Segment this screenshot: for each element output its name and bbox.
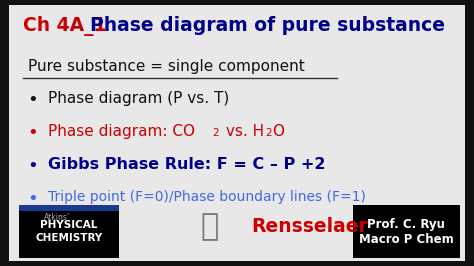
Text: Phase diagram of pure substance: Phase diagram of pure substance: [91, 15, 446, 35]
Text: Rensselaer: Rensselaer: [251, 217, 368, 236]
Text: •: •: [27, 190, 38, 209]
Text: 2: 2: [265, 128, 272, 138]
FancyBboxPatch shape: [18, 205, 118, 258]
Text: vs. H: vs. H: [221, 124, 264, 139]
Text: Phase diagram: CO: Phase diagram: CO: [48, 124, 195, 139]
Text: PHYSICAL: PHYSICAL: [40, 220, 97, 230]
Text: O: O: [273, 124, 284, 139]
FancyBboxPatch shape: [353, 205, 460, 258]
Text: Gibbs Phase Rule: F = C – P +2: Gibbs Phase Rule: F = C – P +2: [48, 157, 326, 172]
Text: •: •: [27, 157, 38, 175]
Text: Prof. C. Ryu: Prof. C. Ryu: [367, 218, 445, 231]
Text: CHEMISTRY: CHEMISTRY: [35, 233, 102, 243]
FancyBboxPatch shape: [18, 205, 118, 211]
Text: Ch 4A_1: Ch 4A_1: [23, 15, 107, 36]
Text: Pure substance = single component: Pure substance = single component: [27, 59, 304, 74]
Text: 2: 2: [212, 128, 219, 138]
Text: Macro P Chem: Macro P Chem: [359, 233, 454, 246]
Text: •: •: [27, 124, 38, 142]
Text: Atkins’: Atkins’: [44, 213, 70, 222]
Text: •: •: [27, 91, 38, 109]
Text: Phase diagram (P vs. T): Phase diagram (P vs. T): [48, 91, 229, 106]
Text: Ⓡ: Ⓡ: [201, 212, 219, 241]
Text: Triple point (F=0)/Phase boundary lines (F=1): Triple point (F=0)/Phase boundary lines …: [48, 190, 366, 205]
